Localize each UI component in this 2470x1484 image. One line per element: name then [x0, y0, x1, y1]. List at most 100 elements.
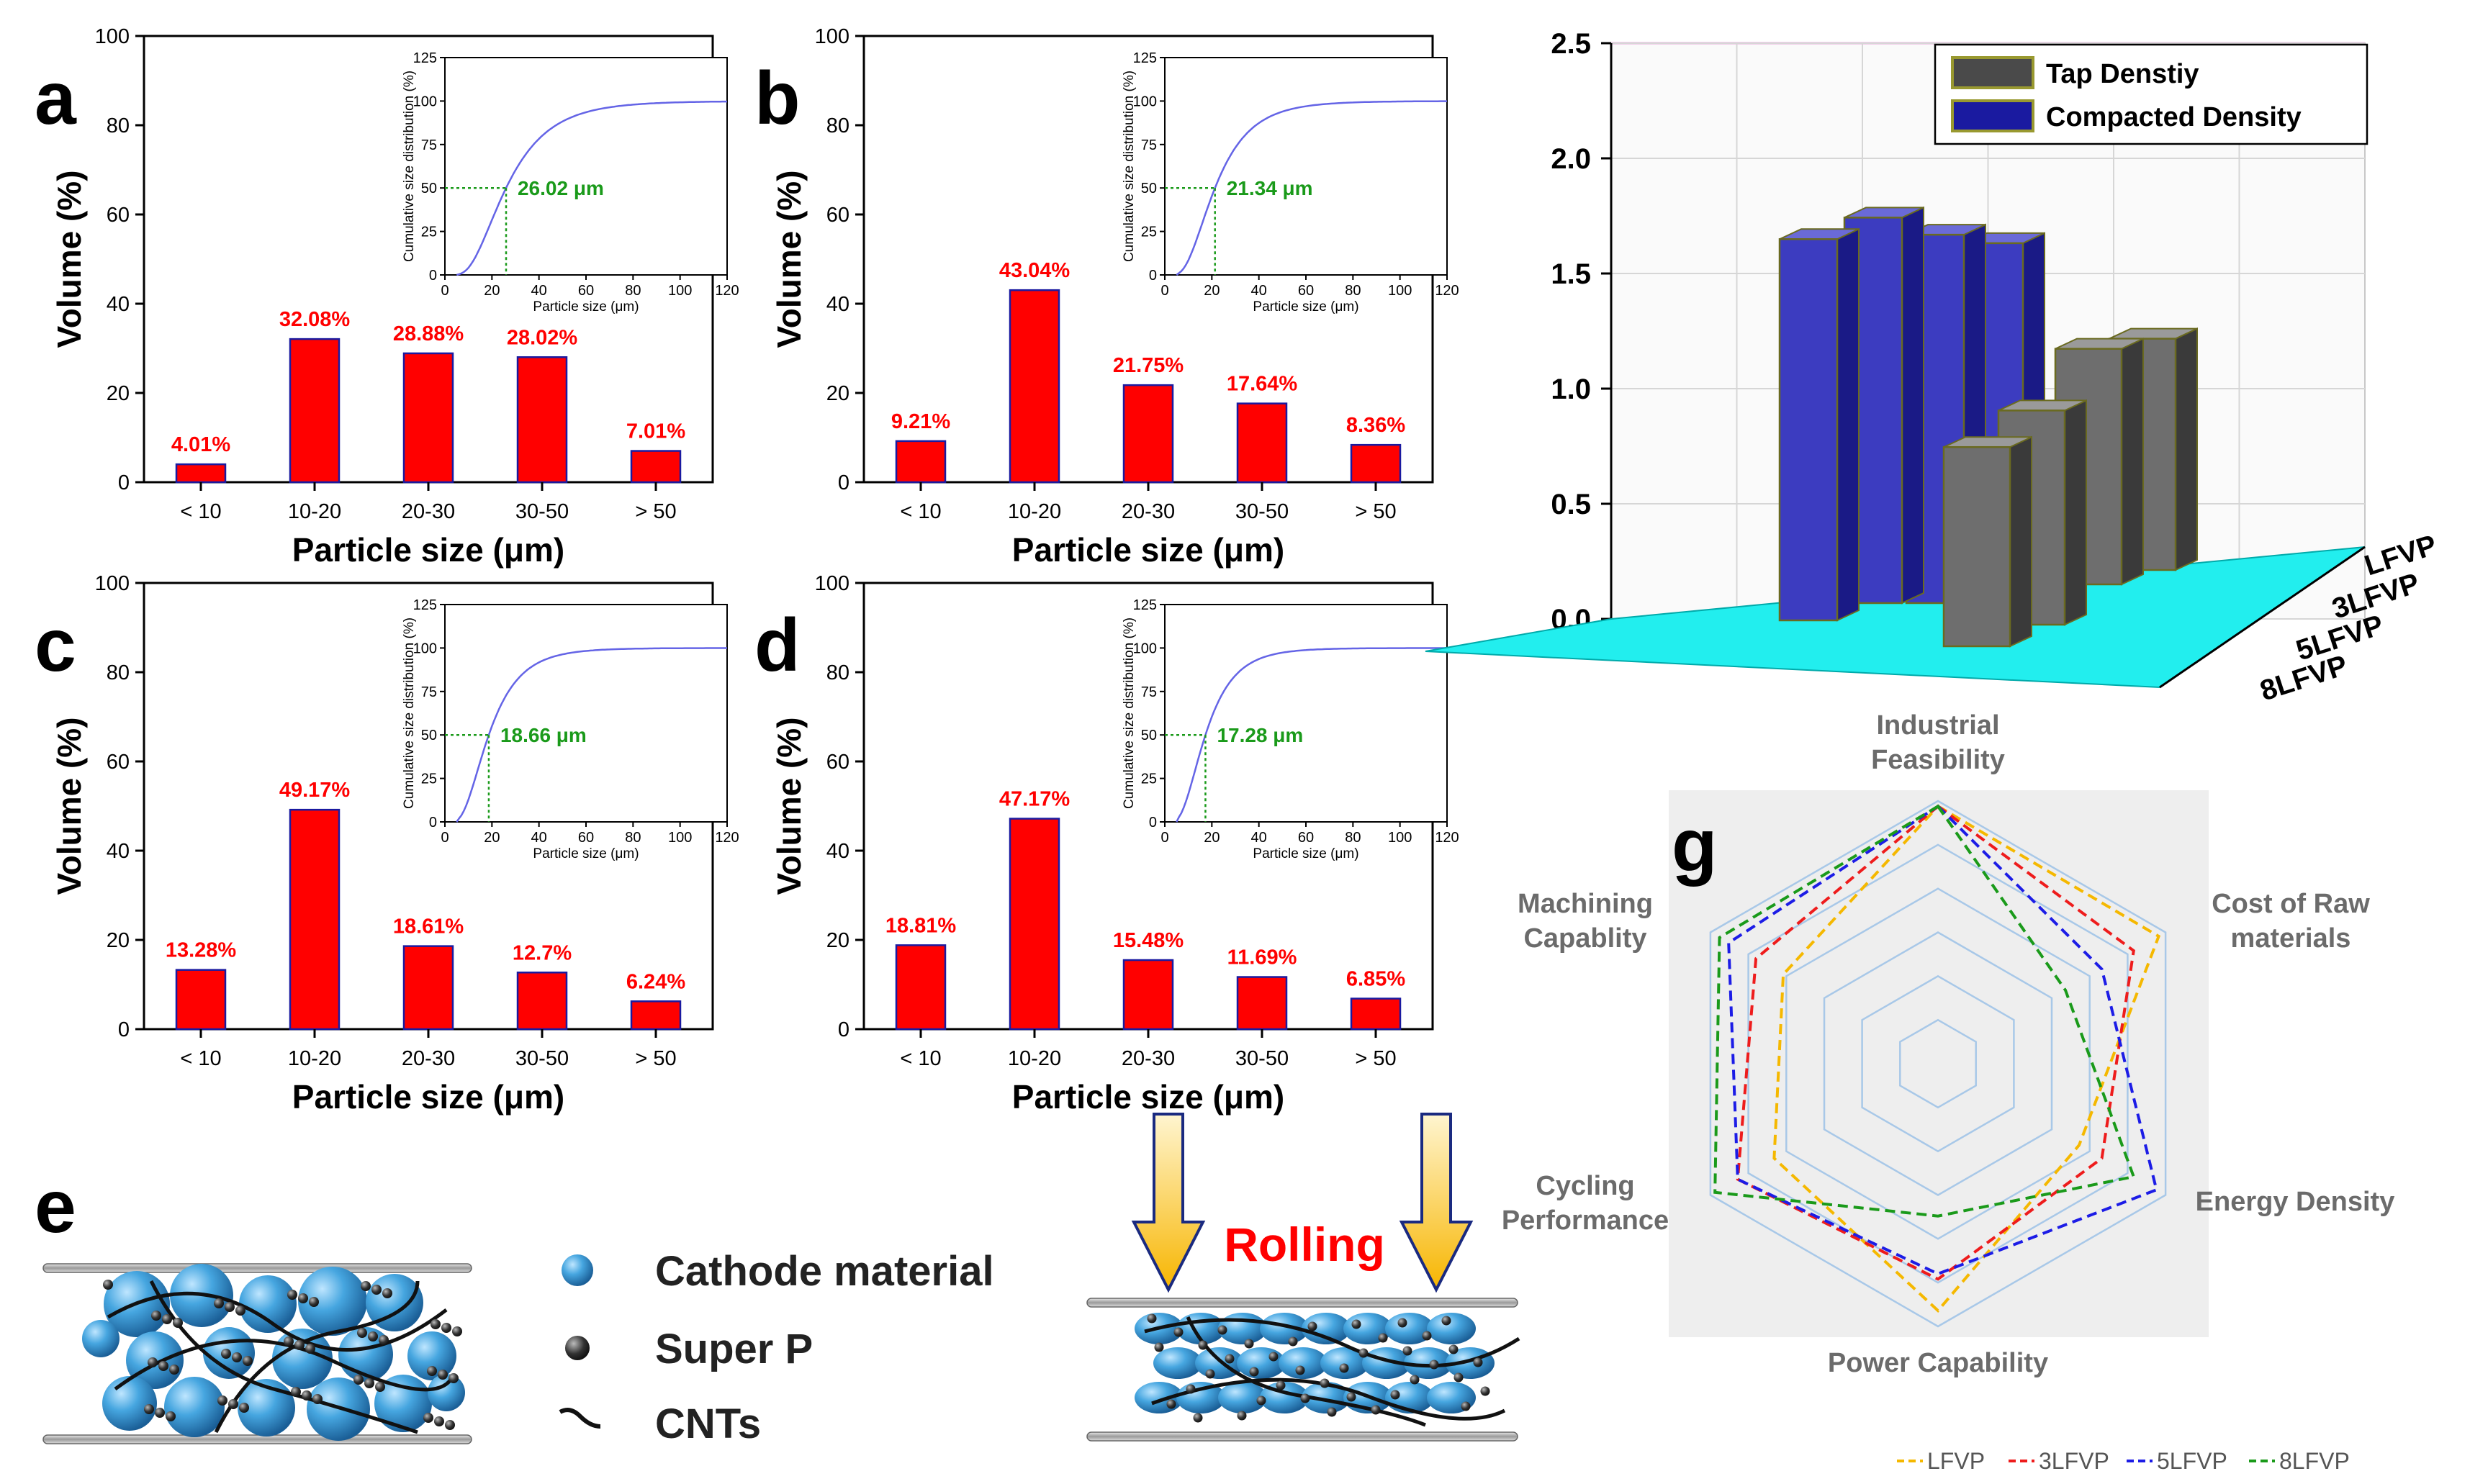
bar-side-face — [1901, 206, 1924, 605]
cathode-particle — [272, 1329, 333, 1389]
bar-value-label: 15.48% — [1113, 929, 1184, 952]
inset-y-tick-label: 0 — [429, 268, 437, 284]
super-p-particle — [1256, 1395, 1266, 1406]
bar-front-face — [1942, 445, 2011, 648]
inset-x-tick-label: 80 — [625, 283, 641, 299]
arrow-down-left — [1131, 1113, 1206, 1293]
y-tick-label: 40 — [107, 293, 130, 316]
inset-x-axis-title: Particle size (μm) — [533, 846, 639, 861]
bar-value-label: 11.69% — [1227, 946, 1297, 969]
bar-value-label: 4.01% — [171, 433, 230, 456]
bar-value-label: 18.81% — [885, 914, 957, 937]
inset-y-tick-label: 75 — [1141, 137, 1157, 153]
bar-front-face — [1778, 238, 1839, 622]
legend-cathode-material: Cathode material — [655, 1248, 994, 1295]
compressed-cathode-particle — [1279, 1347, 1328, 1379]
y-tick-label: 20 — [107, 382, 130, 405]
super-p-particle — [1378, 1333, 1388, 1343]
inset-y-tick-label: 100 — [413, 641, 437, 656]
super-p-particle — [1390, 1390, 1400, 1400]
x-tick-label: 10-20 — [1008, 500, 1061, 523]
panel-letter-d: d — [754, 604, 801, 687]
inset-y-tick-label: 50 — [1141, 181, 1157, 196]
inset-y-tick-label: 25 — [1141, 225, 1157, 240]
radar-ring — [1861, 974, 2015, 1153]
bar-side-face — [2009, 435, 2032, 648]
y-tick-label: 100 — [815, 572, 849, 595]
super-p-particle — [1402, 1346, 1412, 1356]
inset-y-tick-label: 75 — [1141, 684, 1157, 700]
super-p-particle — [1307, 1321, 1317, 1331]
cathode-particle — [102, 1376, 157, 1431]
super-p-particle — [1461, 1401, 1471, 1411]
x-tick-label: 20-30 — [402, 500, 455, 523]
inset-x-axis-title: Particle size (μm) — [533, 299, 639, 315]
radar-axis-label: Power Capability — [1828, 1348, 2048, 1378]
panel-letter-c: c — [35, 604, 76, 687]
y-tick-label: 0 — [118, 471, 130, 494]
inset-x-tick-label: 40 — [1251, 830, 1267, 846]
inset-y-tick-label: 125 — [413, 597, 437, 613]
super-p-particle — [452, 1326, 462, 1336]
super-p-particle — [1154, 1342, 1164, 1352]
super-p-particle — [1237, 1411, 1247, 1421]
compressed-cathode-particle — [1385, 1313, 1434, 1344]
inset-y-tick-label: 50 — [1141, 728, 1157, 743]
radar-series-5LFVP — [1727, 804, 2158, 1276]
x-tick-label: 20-30 — [1122, 1047, 1175, 1070]
bar — [402, 352, 454, 484]
super-p-particle — [305, 1344, 315, 1354]
inset-x-tick-label: 120 — [715, 830, 739, 846]
inset-x-axis-title: Particle size (μm) — [1253, 846, 1358, 861]
radar-ring — [1747, 843, 2129, 1284]
inset-x-tick-label: 80 — [1345, 830, 1361, 846]
y-tick-label: 80 — [107, 661, 130, 684]
compressed-cathode-particle — [1218, 1382, 1267, 1413]
super-p-particle — [284, 1336, 294, 1347]
inset-y-tick-label: 75 — [421, 137, 437, 153]
radar-legend-label: 8LFVP — [2279, 1448, 2350, 1474]
cnt-fiber — [149, 1280, 418, 1434]
radar-ring — [1785, 887, 2091, 1240]
inset-frame — [444, 57, 728, 276]
arrow-down-right — [1399, 1113, 1474, 1293]
inset-x-tick-label: 0 — [441, 283, 449, 299]
super-p-particle — [291, 1387, 301, 1397]
bar — [516, 972, 568, 1031]
inset-y-tick-label: 0 — [1149, 268, 1157, 284]
super-p-particle — [151, 1311, 161, 1321]
inset-frame — [1164, 57, 1448, 276]
super-p-particle — [1453, 1372, 1464, 1383]
inset-y-axis-title: Cumulative size distribution (%) — [1122, 617, 1137, 809]
inset-x-tick-label: 40 — [1251, 283, 1267, 299]
bar — [175, 463, 227, 484]
z-tick-label: 0.5 — [1551, 489, 1591, 520]
inset-y-tick-label: 50 — [421, 728, 437, 743]
y-tick-label: 0 — [838, 471, 849, 494]
super-p-particle — [103, 1280, 113, 1290]
compressed-cathode-particle — [1404, 1347, 1453, 1379]
super-p-particle — [1339, 1363, 1349, 1373]
super-p-particle — [1320, 1378, 1330, 1388]
compressed-cathode-particle — [1302, 1382, 1351, 1413]
bar-value-label: 6.24% — [626, 970, 685, 993]
y-tick-label: 40 — [107, 840, 130, 863]
cathode-particle — [82, 1320, 120, 1357]
panel-d-bar-chart: d 0 20 40 60 80 100 18.81% < 10 47.17% 10-20 15.48%… — [754, 572, 1459, 1116]
y-tick-label: 20 — [826, 382, 849, 405]
cathode-particle — [239, 1275, 297, 1333]
super-p-particle — [357, 1328, 367, 1338]
legend-cnts: CNTs — [655, 1401, 761, 1447]
inset-y-tick-label: 0 — [429, 815, 437, 831]
super-p-particle — [1173, 1327, 1184, 1337]
current-collector-plate — [42, 1434, 472, 1444]
bar-value-label: 21.75% — [1113, 354, 1184, 377]
current-collector-plate — [1086, 1431, 1518, 1442]
bar-side-face — [2175, 327, 2198, 571]
legend-super-p: Super P — [655, 1326, 813, 1372]
super-p-particle — [1448, 1344, 1459, 1354]
bar — [895, 440, 947, 484]
radar-background — [1669, 790, 2209, 1337]
bar — [1350, 997, 1402, 1031]
super-p-particle — [221, 1349, 231, 1359]
